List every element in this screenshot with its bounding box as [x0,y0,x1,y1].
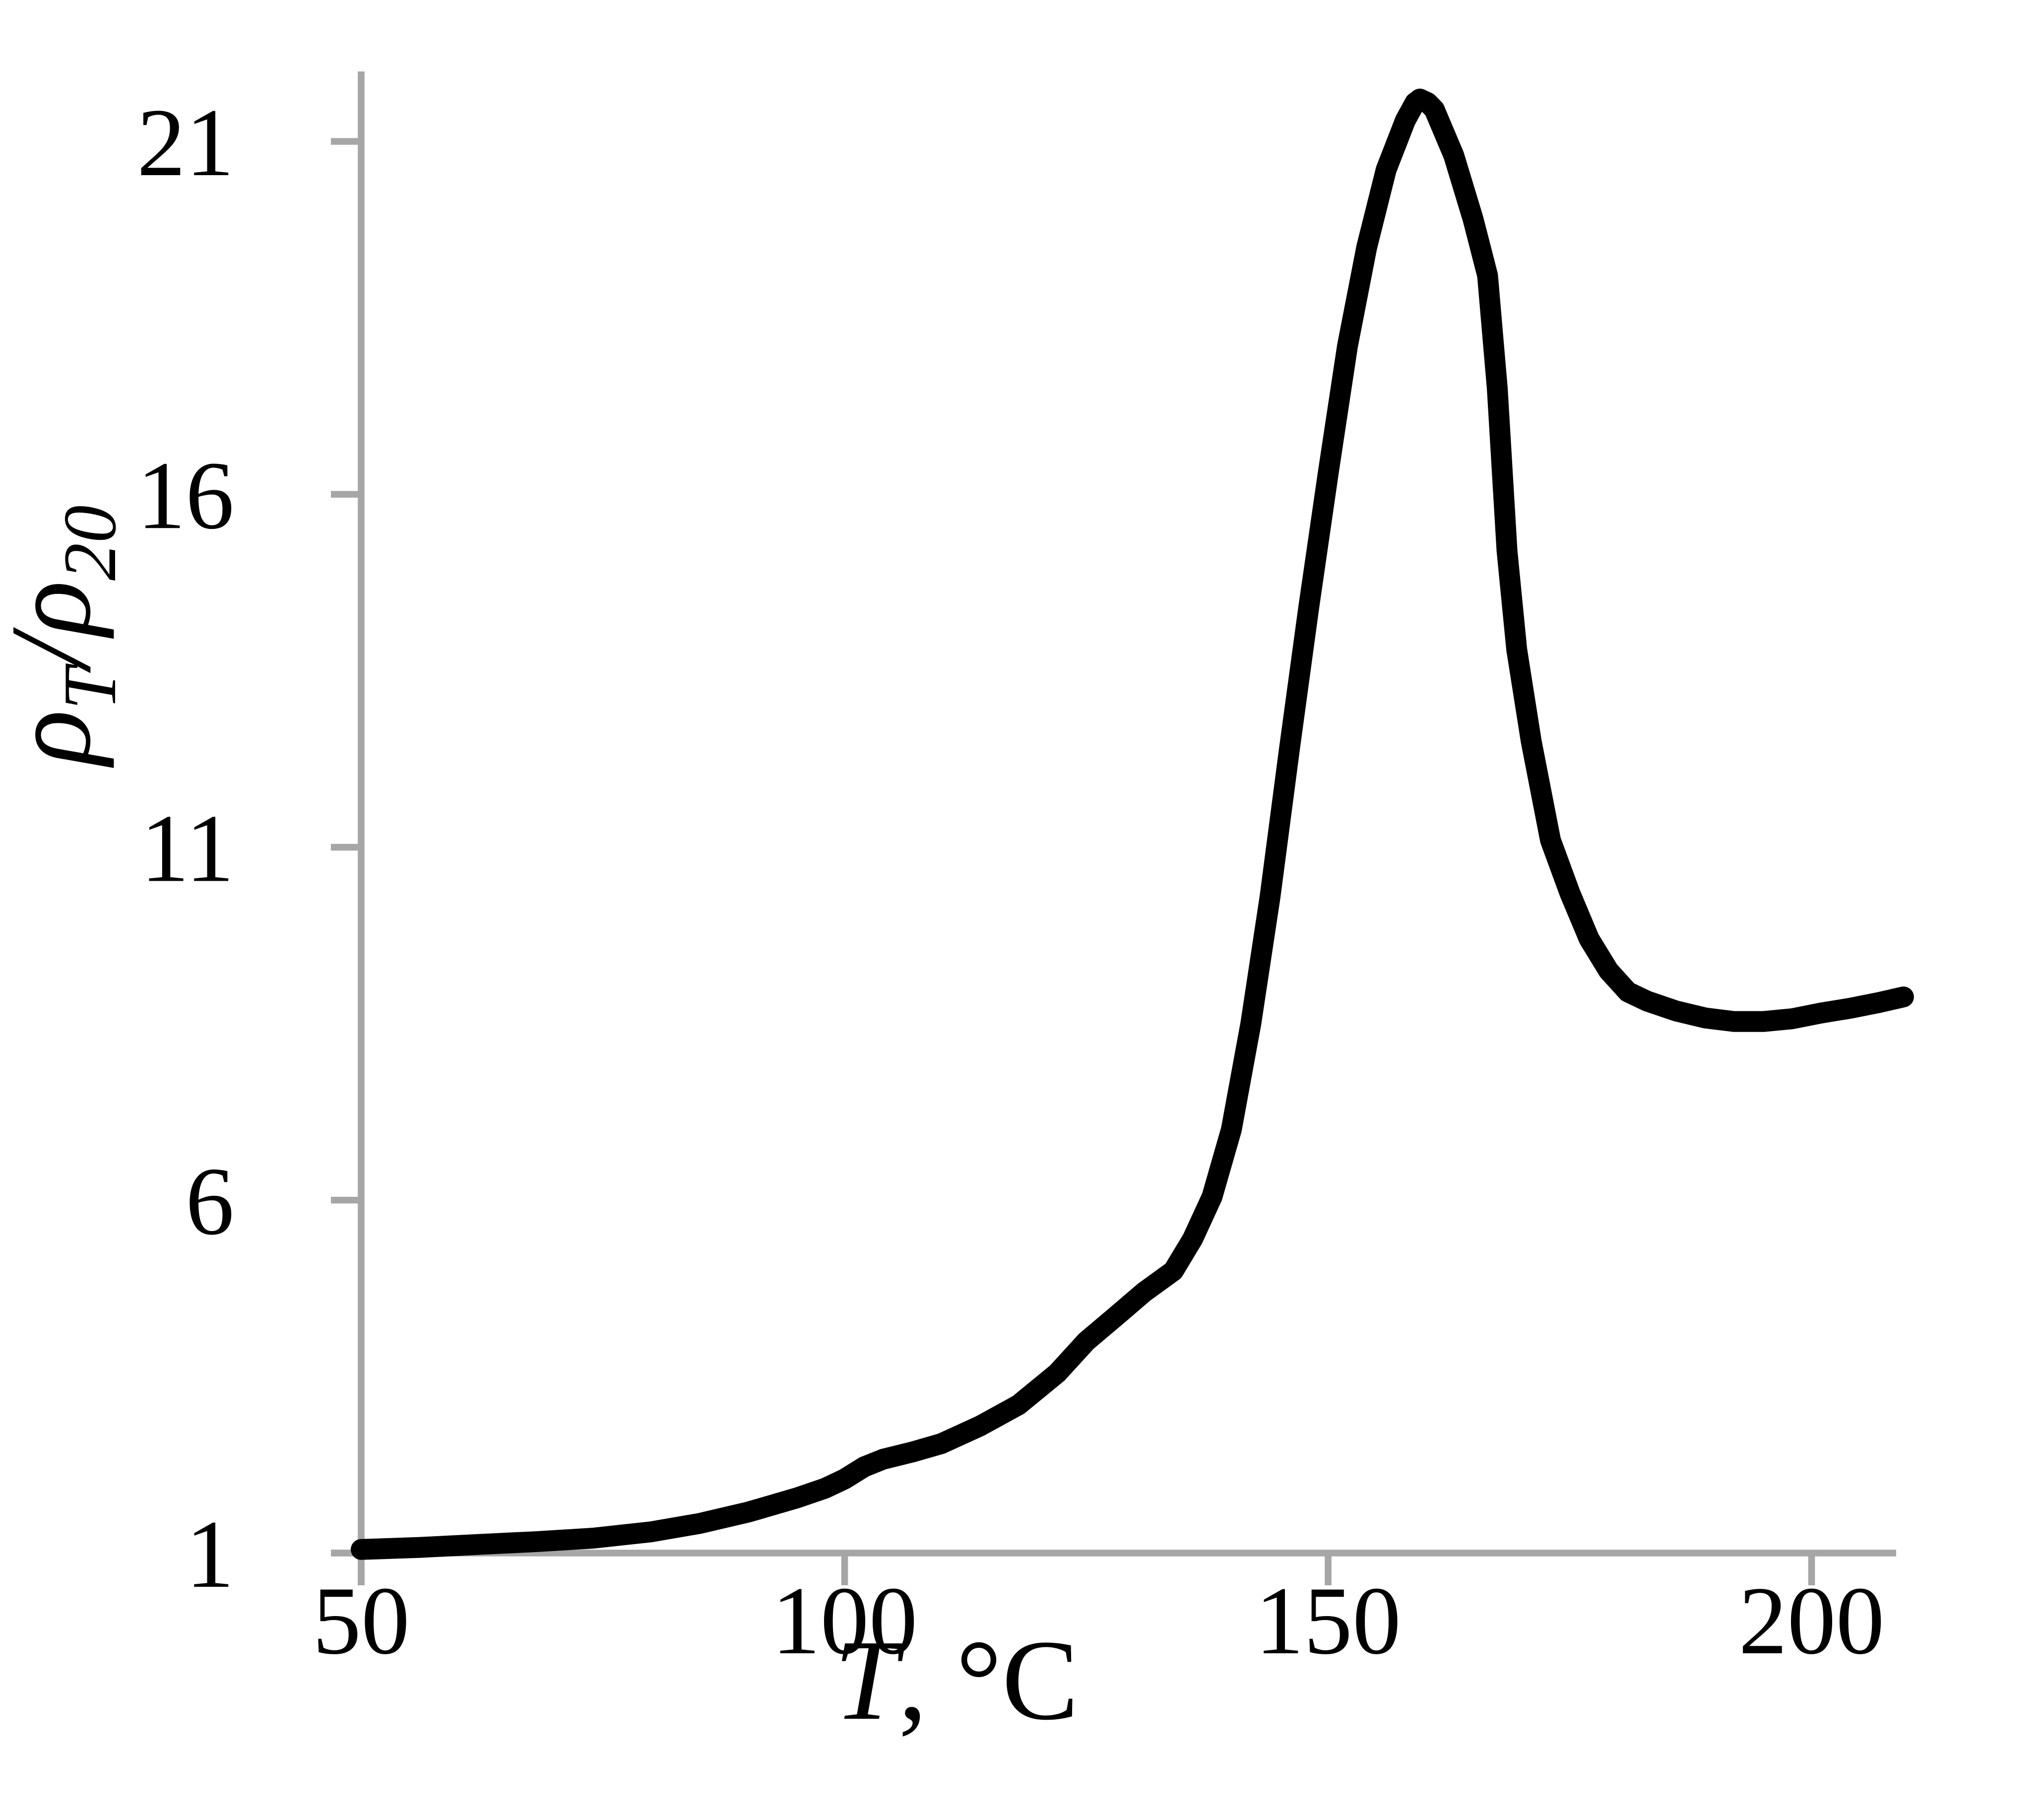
x-tick-label: 50 [313,1567,410,1675]
x-tick-label: 100 [772,1567,918,1675]
y-axis-title: ρT​/ρ20​ [0,505,131,768]
y-tick-label: 21 [137,89,234,196]
x-axis-title: T, °C [834,1617,1079,1744]
x-tick-label: 150 [1255,1567,1401,1675]
y-tick-label: 1 [186,1500,234,1608]
data-series-line [351,88,1914,1560]
y-tick-label: 16 [137,442,234,549]
y-tick-label: 6 [186,1148,234,1255]
y-tick-label: 11 [140,795,234,903]
x-tick-label: 200 [1739,1567,1885,1675]
